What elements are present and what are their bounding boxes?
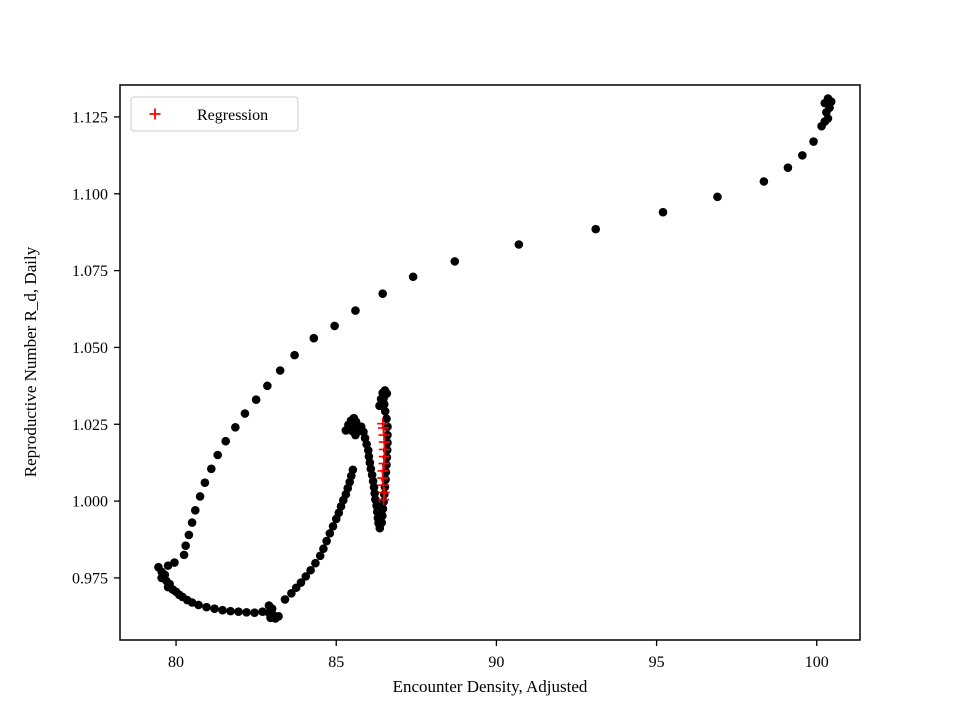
data-point [202,602,211,612]
data-point [351,306,360,315]
legend-box [130,96,299,132]
x-tick-label: 100 [805,654,829,671]
data-point [258,607,267,617]
data-point [194,600,203,610]
x-tick-label: 85 [328,654,344,671]
data-point [190,506,200,515]
data-point [378,504,388,514]
data-point [334,508,344,518]
data-point [328,521,338,531]
data-point [380,407,390,416]
data-point [274,612,283,621]
data-point [383,422,392,432]
data-point [267,604,277,613]
data-point [179,550,189,560]
x-tick-label: 80 [168,654,184,671]
legend: Regression [130,96,299,132]
data-point [798,151,807,160]
data-points-layer [154,94,836,623]
plus-icon [149,108,161,120]
data-point [783,163,793,172]
data-point [759,177,769,186]
data-point [311,558,320,568]
data-point [306,565,315,575]
data-point [250,608,259,617]
data-point [450,257,460,266]
y-tick-label: 1.000 [72,494,108,511]
data-point [319,544,328,554]
data-point [218,605,227,615]
data-point [170,558,179,567]
data-point [348,465,358,475]
data-point [301,572,311,581]
data-point [309,333,319,343]
y-axis-label: Reproductive Number R_d, Daily [21,246,40,477]
data-point [240,409,250,418]
data-point [408,272,418,282]
y-tick-label: 1.075 [72,263,108,280]
data-point [315,551,325,561]
data-point [817,121,826,131]
data-point [591,224,601,234]
data-point [195,492,205,501]
data-point [275,366,285,375]
plot-border [119,84,861,641]
data-point [330,321,339,331]
data-point [206,464,216,474]
data-point [210,604,219,613]
data-point [514,240,524,249]
data-point [226,606,235,616]
data-point [213,450,223,460]
data-point [296,578,306,587]
legend-label: Regression [197,107,268,124]
data-point [184,530,194,540]
data-point [378,511,387,521]
y-tick-label: 1.050 [72,340,108,357]
y-axis-ticks: 0.975 1.000 1.025 1.050 1.075 1.100 1.125 [72,109,120,587]
regression-point [377,418,389,430]
data-point [375,401,384,411]
x-axis-label: Encounter Density, Adjusted [393,677,588,696]
data-point [378,289,387,298]
data-point [377,518,387,527]
data-point [221,436,231,446]
x-tick-label: 90 [488,654,504,671]
data-point [809,137,818,146]
regression-point [378,486,390,498]
x-axis-ticks: 80 85 90 95 100 [168,640,829,671]
data-point [713,192,722,202]
data-point [325,529,335,538]
y-tick-label: 1.025 [72,417,108,434]
data-point [200,478,210,487]
data-point [231,423,240,432]
data-point [376,394,386,404]
data-point [382,414,391,424]
regression-point [377,465,389,477]
data-point [382,389,392,398]
data-point [242,608,251,617]
data-point [163,561,173,570]
data-point [234,607,243,617]
data-point [263,381,272,391]
y-tick-label: 0.975 [72,570,108,587]
x-tick-label: 95 [649,654,665,671]
y-tick-label: 1.125 [72,109,108,126]
data-point [290,350,299,360]
data-point [251,395,261,404]
data-point [280,595,290,604]
data-point [322,536,331,546]
y-tick-label: 1.100 [72,186,108,203]
data-point [187,518,197,527]
data-point [181,541,190,550]
data-point [658,207,668,217]
